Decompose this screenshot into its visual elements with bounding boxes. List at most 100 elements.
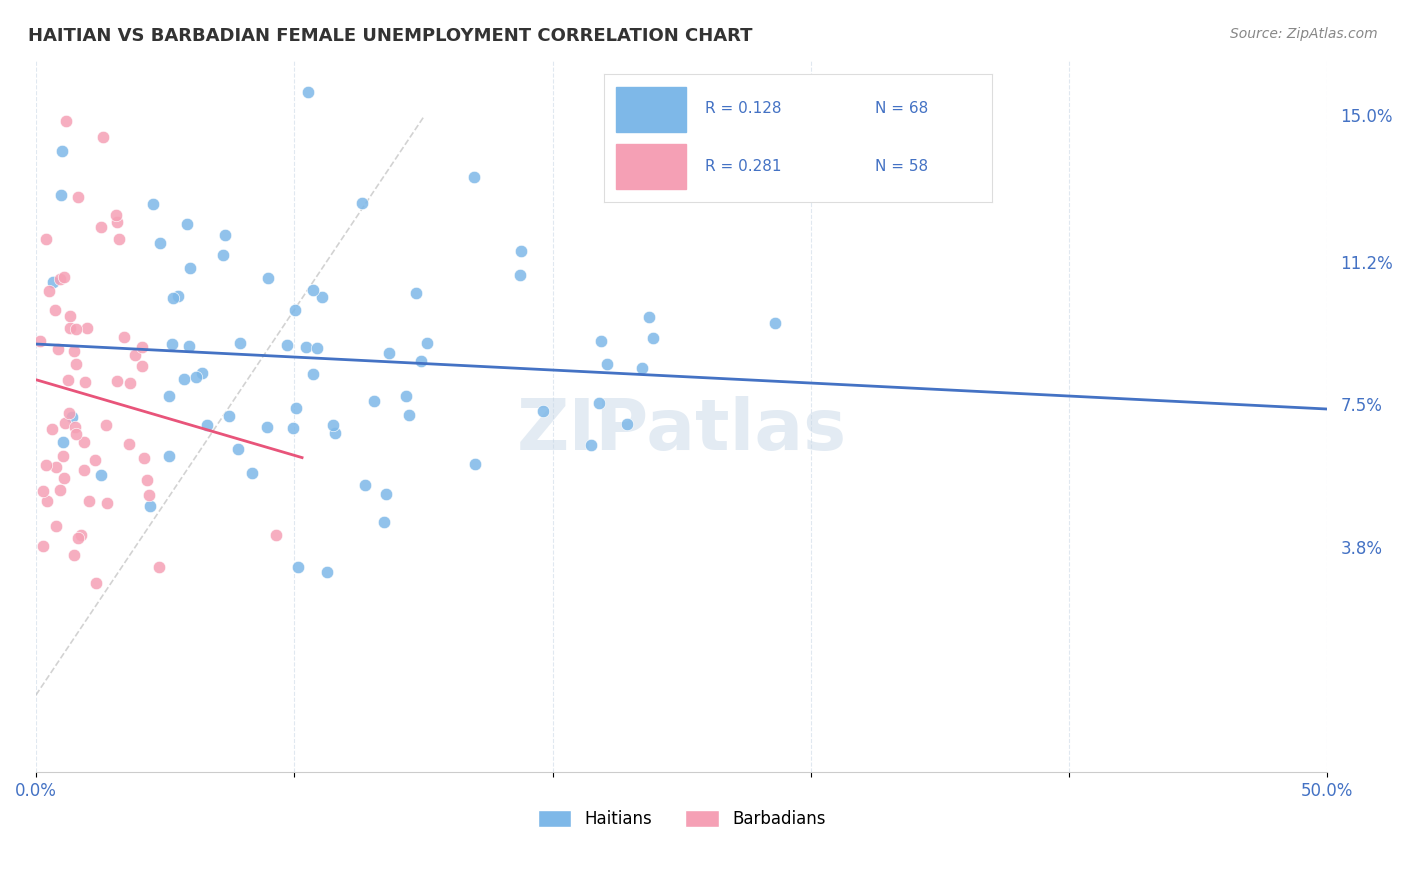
- Point: [284, 401, 307, 416]
- Point: [55, 114, 77, 128]
- Point: [176, 217, 198, 231]
- Point: [48, 483, 70, 498]
- Point: [212, 248, 235, 262]
- Point: [35, 494, 58, 508]
- Point: [44, 302, 66, 317]
- Point: [167, 289, 190, 303]
- Point: [148, 559, 170, 574]
- Point: [94, 417, 117, 432]
- Point: [51, 144, 73, 158]
- Point: [240, 467, 263, 481]
- Point: [763, 316, 786, 330]
- Point: [66, 531, 89, 545]
- Point: [55, 416, 77, 430]
- Point: [191, 366, 214, 380]
- Text: Source: ZipAtlas.com: Source: ZipAtlas.com: [1230, 27, 1378, 41]
- Point: [75, 375, 97, 389]
- Point: [45, 459, 67, 474]
- Point: [405, 286, 427, 301]
- Point: [59, 320, 82, 334]
- Point: [589, 334, 612, 348]
- Point: [281, 421, 304, 435]
- Point: [195, 417, 218, 432]
- Point: [65, 426, 87, 441]
- Point: [108, 232, 131, 246]
- Point: [316, 566, 339, 580]
- Point: [363, 394, 385, 409]
- Point: [139, 499, 162, 513]
- Point: [177, 339, 200, 353]
- Point: [284, 303, 307, 318]
- Point: [104, 208, 127, 222]
- Point: [173, 372, 195, 386]
- Text: HAITIAN VS BARBADIAN FEMALE UNEMPLOYMENT CORRELATION CHART: HAITIAN VS BARBADIAN FEMALE UNEMPLOYMENT…: [28, 27, 752, 45]
- Point: [264, 528, 287, 542]
- Point: [531, 404, 554, 418]
- Point: [354, 478, 377, 492]
- Point: [218, 409, 240, 424]
- Point: [83, 453, 105, 467]
- Point: [373, 516, 395, 530]
- Point: [105, 214, 128, 228]
- Point: [294, 340, 316, 354]
- Point: [58, 406, 80, 420]
- Text: 15.0%: 15.0%: [1340, 108, 1393, 127]
- Point: [305, 341, 328, 355]
- Point: [73, 435, 96, 450]
- Point: [184, 369, 207, 384]
- Point: [637, 310, 659, 324]
- Point: [90, 468, 112, 483]
- Point: [131, 340, 153, 354]
- Point: [60, 410, 83, 425]
- Point: [59, 309, 82, 323]
- Point: [464, 458, 486, 472]
- Text: 11.2%: 11.2%: [1340, 255, 1393, 273]
- Point: [630, 360, 652, 375]
- Point: [415, 336, 437, 351]
- Point: [509, 268, 531, 282]
- Point: [398, 408, 420, 422]
- Point: [84, 576, 107, 591]
- Text: 7.5%: 7.5%: [1340, 397, 1382, 415]
- Point: [256, 271, 278, 285]
- Point: [581, 438, 603, 452]
- Point: [160, 336, 183, 351]
- Point: [70, 528, 93, 542]
- Point: [49, 272, 72, 286]
- Point: [179, 260, 201, 275]
- Point: [138, 488, 160, 502]
- Point: [616, 417, 638, 431]
- Point: [77, 494, 100, 508]
- Point: [157, 388, 180, 402]
- Point: [63, 344, 86, 359]
- Point: [118, 376, 141, 391]
- Point: [142, 197, 165, 211]
- Point: [643, 330, 665, 344]
- Point: [53, 470, 76, 484]
- Point: [595, 357, 617, 371]
- Point: [41, 422, 63, 436]
- Point: [136, 474, 159, 488]
- Point: [463, 170, 485, 185]
- Point: [124, 348, 146, 362]
- Point: [311, 290, 333, 304]
- Point: [65, 322, 87, 336]
- Point: [162, 292, 184, 306]
- Point: [107, 375, 129, 389]
- Point: [72, 463, 94, 477]
- Point: [63, 548, 86, 562]
- Point: [90, 219, 112, 234]
- Point: [52, 269, 75, 284]
- Point: [322, 417, 344, 432]
- Legend: Haitians, Barbadians: Haitians, Barbadians: [531, 804, 832, 835]
- Point: [65, 357, 87, 371]
- Point: [131, 359, 153, 373]
- Point: [28, 334, 51, 348]
- Point: [352, 196, 374, 211]
- Point: [118, 437, 141, 451]
- Point: [32, 539, 55, 553]
- Point: [91, 129, 114, 144]
- Point: [42, 276, 65, 290]
- Point: [34, 232, 56, 246]
- Point: [256, 420, 278, 434]
